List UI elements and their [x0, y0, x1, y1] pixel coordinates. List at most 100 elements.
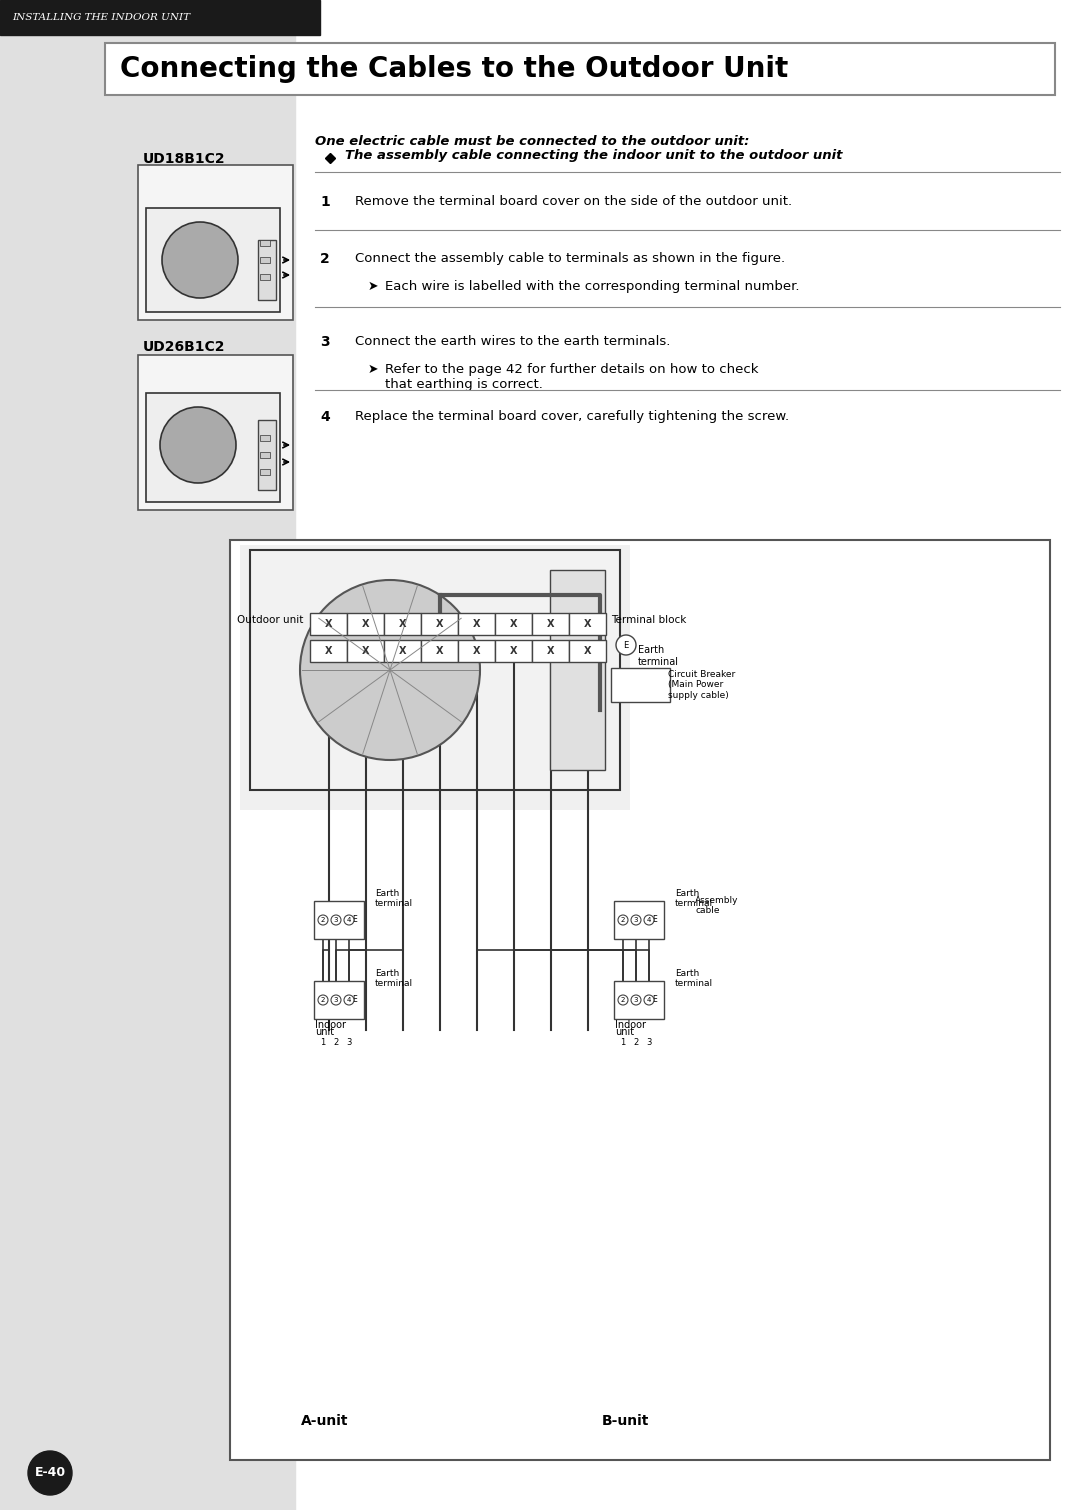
Text: B1: B1 [433, 640, 445, 649]
Circle shape [318, 915, 328, 926]
Bar [260, 240, 270, 246]
Text: X: X [473, 619, 481, 630]
Text: 4: 4 [647, 997, 651, 1003]
Text: X: X [362, 646, 369, 655]
Bar [569, 613, 606, 636]
Bar [260, 470, 270, 476]
Text: 3: 3 [634, 997, 638, 1003]
Bar [260, 451, 270, 458]
Text: A-unit: A-unit [301, 1413, 349, 1428]
Text: Earth
terminal: Earth terminal [675, 888, 713, 908]
Text: Earth
terminal: Earth terminal [638, 645, 679, 666]
Text: X: X [399, 619, 406, 630]
Text: Remove the terminal board cover on the side of the outdoor unit.: Remove the terminal board cover on the s… [355, 195, 792, 208]
Text: 3: 3 [634, 917, 638, 923]
Text: INSTALLING THE INDOOR UNIT: INSTALLING THE INDOOR UNIT [12, 14, 190, 23]
Circle shape [647, 912, 663, 929]
Text: 1: 1 [320, 195, 329, 208]
Bar [532, 613, 569, 636]
Text: 3: 3 [320, 335, 329, 349]
Circle shape [631, 995, 642, 1006]
Text: X: X [435, 619, 443, 630]
Circle shape [347, 912, 363, 929]
Text: ➤: ➤ [368, 279, 378, 293]
Text: X: X [325, 619, 333, 630]
Text: X: X [473, 646, 481, 655]
Text: 2: 2 [633, 1037, 638, 1046]
Bar [258, 240, 276, 300]
FancyBboxPatch shape [615, 982, 664, 1019]
Text: 2: 2 [321, 917, 325, 923]
Circle shape [318, 995, 328, 1006]
Text: 1: 1 [321, 1037, 326, 1046]
Text: One electric cable must be connected to the outdoor unit:: One electric cable must be connected to … [315, 134, 750, 148]
Text: 1: 1 [620, 1037, 625, 1046]
Circle shape [300, 580, 480, 760]
Circle shape [644, 995, 654, 1006]
Circle shape [330, 995, 341, 1006]
Bar [260, 273, 270, 279]
Text: Indoor: Indoor [315, 1019, 346, 1030]
Circle shape [162, 222, 238, 297]
Text: 3: 3 [334, 997, 338, 1003]
Bar [0, 0, 295, 1510]
Text: Connect the earth wires to the earth terminals.: Connect the earth wires to the earth ter… [355, 335, 671, 347]
Text: Connect the assembly cable to terminals as shown in the figure.: Connect the assembly cable to terminals … [355, 252, 785, 264]
Circle shape [345, 915, 354, 926]
Bar [458, 613, 495, 636]
Circle shape [160, 408, 237, 483]
Text: 4: 4 [347, 997, 351, 1003]
Bar [347, 613, 384, 636]
Text: X: X [546, 646, 554, 655]
Text: Each wire is labelled with the corresponding terminal number.: Each wire is labelled with the correspon… [384, 279, 799, 293]
Text: 2: 2 [320, 252, 329, 266]
Bar [532, 640, 569, 661]
Text: Connecting the Cables to the Outdoor Unit: Connecting the Cables to the Outdoor Uni… [120, 54, 788, 83]
Text: A3: A3 [396, 640, 408, 649]
FancyBboxPatch shape [230, 541, 1050, 1460]
Text: 3: 3 [334, 917, 338, 923]
FancyBboxPatch shape [146, 208, 280, 313]
Text: 2: 2 [334, 1037, 339, 1046]
Text: E: E [652, 915, 658, 924]
Text: Terminal block: Terminal block [611, 615, 687, 625]
Text: X: X [584, 646, 591, 655]
Text: Earth
terminal: Earth terminal [375, 968, 414, 988]
Bar [138, 165, 293, 320]
Bar [138, 355, 293, 510]
Bar [260, 435, 270, 441]
Text: Outdoor unit: Outdoor unit [237, 615, 303, 625]
Text: unit: unit [315, 1027, 334, 1037]
Bar [0, 0, 320, 35]
Text: Indoor: Indoor [615, 1019, 646, 1030]
Bar [260, 257, 270, 263]
Text: E: E [353, 995, 357, 1004]
Bar [310, 613, 347, 636]
Text: 3: 3 [347, 1037, 352, 1046]
Text: Circuit Breaker
(Main Power
supply cable): Circuit Breaker (Main Power supply cable… [669, 670, 735, 701]
Text: 4: 4 [320, 411, 329, 424]
Bar [550, 569, 605, 770]
Bar [421, 640, 458, 661]
Text: Replace the terminal board cover, carefully tightening the screw.: Replace the terminal board cover, carefu… [355, 411, 789, 423]
Circle shape [644, 915, 654, 926]
Circle shape [647, 992, 663, 1009]
FancyBboxPatch shape [615, 901, 664, 939]
Text: X: X [399, 646, 406, 655]
Text: unit: unit [615, 1027, 634, 1037]
Circle shape [616, 636, 636, 655]
FancyBboxPatch shape [611, 667, 670, 702]
Bar [384, 613, 421, 636]
Text: A1: A1 [323, 640, 335, 649]
Bar [384, 640, 421, 661]
Circle shape [618, 915, 627, 926]
Circle shape [347, 992, 363, 1009]
Text: X: X [510, 646, 517, 655]
Text: L2: L2 [582, 640, 593, 649]
Text: 2: 2 [621, 997, 625, 1003]
FancyBboxPatch shape [314, 901, 364, 939]
Text: Assembly
cable: Assembly cable [696, 895, 739, 915]
Circle shape [28, 1451, 72, 1495]
Circle shape [618, 995, 627, 1006]
Circle shape [330, 915, 341, 926]
